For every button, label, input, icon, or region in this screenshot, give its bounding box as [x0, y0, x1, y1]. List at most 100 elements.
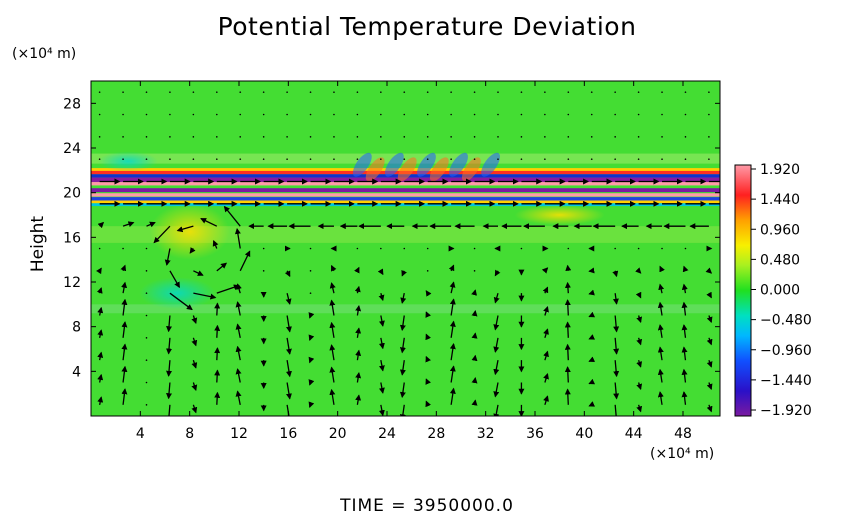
wind-dot: [661, 136, 663, 138]
wind-dot: [590, 113, 593, 116]
wind-dot: [380, 158, 382, 160]
wind-dot: [473, 136, 476, 138]
wind-arrow: [543, 328, 549, 339]
wave-blob: [417, 152, 436, 177]
wind-arrow: [658, 283, 665, 294]
wind-dot: [333, 136, 335, 138]
wind-arrow: [285, 293, 292, 305]
wind-dot: [380, 113, 382, 116]
wind-dot: [684, 91, 687, 93]
wind-dot: [520, 247, 523, 250]
wind-arrow: [399, 404, 406, 416]
wind-arrow: [355, 304, 362, 316]
wind-dot: [145, 292, 148, 294]
wind-dot: [708, 113, 710, 116]
wave-blob: [449, 152, 468, 177]
wind-arrow: [166, 360, 173, 377]
wind-arrow: [425, 311, 431, 318]
wind-arrow: [706, 359, 713, 368]
wind-dot: [380, 247, 382, 250]
wind-arrow: [636, 315, 643, 324]
wind-dot: [614, 158, 616, 160]
wind-arrow: [493, 315, 500, 331]
wind-dot: [122, 136, 124, 138]
wind-arrow: [471, 377, 478, 384]
wind-dot: [356, 136, 359, 138]
wind-dot: [403, 247, 406, 250]
wind-dot: [637, 113, 640, 116]
wind-arrow: [401, 269, 407, 277]
wind-arrow: [355, 327, 362, 338]
wind-arrow: [214, 347, 221, 361]
wind-arrow: [189, 247, 196, 254]
wave-blob: [481, 152, 501, 177]
wind-arrow: [214, 302, 221, 316]
wind-arrow: [449, 342, 456, 361]
wind-arrow: [449, 320, 456, 338]
wind-arrow: [329, 299, 336, 316]
wind-arrow: [613, 404, 620, 416]
wind-dot: [286, 158, 288, 160]
field-band: [91, 226, 720, 243]
wind-arrow: [236, 283, 242, 294]
wind-arrow: [612, 270, 619, 278]
wind-arrow: [493, 337, 500, 353]
wind-dot: [661, 247, 663, 250]
colorbar-ticks: 1.920 1.440 0.960 0.480 0.000 −0.480 −0.960 −1.…: [751, 162, 812, 419]
wind-dot: [309, 91, 312, 93]
deviation-stripe: [91, 197, 720, 202]
wind-arrow: [166, 404, 173, 416]
wind-dot: [520, 91, 523, 93]
wind-arrow: [543, 395, 549, 406]
wind-arrow: [400, 293, 407, 304]
wind-dot: [192, 113, 195, 116]
wind-dot: [169, 136, 171, 138]
wind-arrow: [329, 321, 336, 338]
wind-dot: [286, 91, 288, 93]
wind-arrow: [96, 267, 102, 275]
colorbar-tick-label: 0.960: [760, 222, 800, 238]
wind-arrow: [354, 266, 360, 274]
y-tick-label: 8: [72, 320, 81, 336]
wind-arrow: [564, 299, 571, 316]
wind-arrow: [588, 356, 596, 362]
wind-arrow: [449, 298, 456, 316]
wind-dot: [614, 91, 616, 93]
y-tick-label: 16: [63, 230, 81, 246]
wind-arrow: [200, 218, 218, 227]
wind-arrow: [657, 368, 664, 383]
wind-arrow: [657, 346, 664, 361]
wind-dot: [216, 158, 218, 160]
wind-arrow: [121, 388, 128, 405]
wind-dot: [239, 91, 242, 93]
wind-arrow: [120, 264, 127, 272]
wind-dot: [497, 136, 499, 138]
wind-arrow: [235, 390, 242, 405]
wind-arrow: [657, 301, 664, 316]
wind-arrow: [613, 315, 620, 333]
warm-blob: [149, 203, 230, 260]
wind-arrow: [657, 324, 664, 338]
wind-arrow: [97, 329, 104, 338]
wind-arrow: [378, 337, 385, 350]
wind-dot: [192, 91, 195, 93]
wind-arrow: [216, 284, 240, 294]
x-tick-label: 48: [674, 426, 692, 442]
y-axis-ticks: 4 8 12 16 20 24 28: [63, 96, 720, 380]
wind-dot: [333, 158, 335, 160]
wind-arrow: [588, 289, 595, 296]
deviation-stripe: [91, 193, 720, 197]
wind-dot: [145, 91, 148, 93]
wind-arrow: [399, 315, 406, 332]
wind-arrow: [706, 315, 713, 324]
wind-dot: [544, 113, 546, 116]
wind-dot: [426, 270, 429, 272]
wind-dot: [169, 113, 171, 116]
wind-dot: [544, 136, 546, 138]
wind-arrow: [146, 221, 156, 228]
wind-arrow: [166, 315, 173, 333]
wind-arrow: [543, 350, 549, 361]
wind-dot: [262, 113, 265, 116]
colorbar-tick-label: −1.920: [760, 403, 812, 419]
wind-dot: [473, 270, 476, 272]
